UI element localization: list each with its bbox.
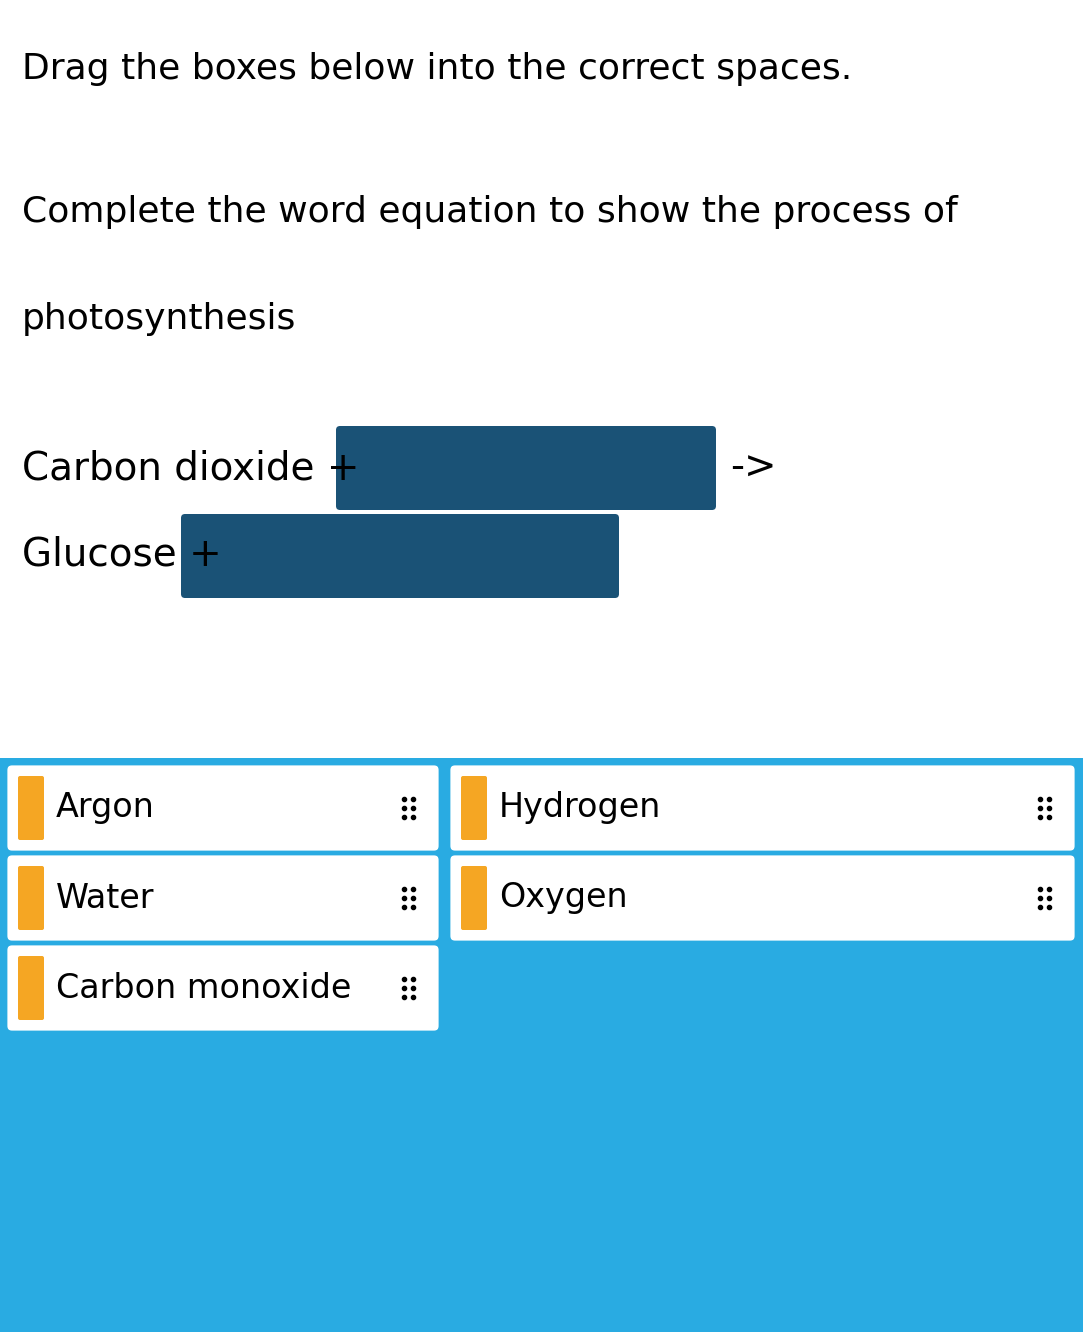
Text: Carbon dioxide +: Carbon dioxide + [22, 449, 360, 488]
Text: Oxygen: Oxygen [499, 882, 628, 915]
Text: Carbon monoxide: Carbon monoxide [56, 971, 351, 1004]
Text: ->: -> [730, 449, 777, 488]
FancyBboxPatch shape [6, 765, 440, 852]
FancyBboxPatch shape [449, 854, 1077, 942]
Text: Glucose +: Glucose + [22, 535, 222, 573]
FancyBboxPatch shape [18, 777, 44, 840]
FancyBboxPatch shape [461, 866, 487, 930]
FancyBboxPatch shape [6, 944, 440, 1032]
Text: Argon: Argon [56, 791, 155, 825]
Text: photosynthesis: photosynthesis [22, 302, 297, 336]
FancyBboxPatch shape [449, 765, 1077, 852]
FancyBboxPatch shape [6, 854, 440, 942]
FancyBboxPatch shape [18, 956, 44, 1020]
Text: Hydrogen: Hydrogen [499, 791, 662, 825]
Text: Water: Water [56, 882, 155, 915]
FancyBboxPatch shape [181, 514, 619, 598]
FancyBboxPatch shape [336, 426, 716, 510]
FancyBboxPatch shape [461, 777, 487, 840]
Text: Complete the word equation to show the process of: Complete the word equation to show the p… [22, 194, 957, 229]
FancyBboxPatch shape [18, 866, 44, 930]
FancyBboxPatch shape [0, 758, 1083, 1332]
Text: Drag the boxes below into the correct spaces.: Drag the boxes below into the correct sp… [22, 52, 852, 87]
